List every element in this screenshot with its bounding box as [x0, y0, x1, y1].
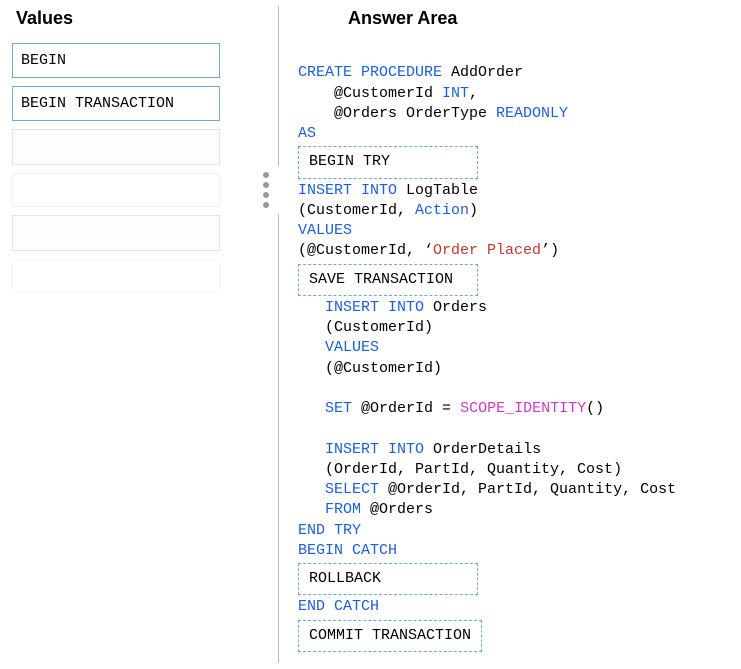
- kw-end-try: END TRY: [298, 522, 361, 539]
- drop-slot-4[interactable]: COMMIT TRANSACTION: [298, 620, 482, 652]
- kw-values-1: VALUES: [298, 222, 352, 239]
- tile-ghost-1[interactable]: [12, 173, 220, 207]
- txt-cols1a: (CustomerId,: [298, 202, 415, 219]
- kw-select: SELECT: [325, 481, 379, 498]
- tile-ghost-2[interactable]: [12, 259, 220, 293]
- str-orderplaced: Order Placed: [433, 242, 541, 259]
- txt-cols3: (OrderId, PartId, Quantity, Cost): [325, 461, 622, 478]
- txt-orderid-eq: @OrderId =: [352, 400, 460, 417]
- tile-begin[interactable]: BEGIN: [12, 43, 220, 78]
- txt-vals1a: (@CustomerId, ‘: [298, 242, 433, 259]
- kw-readonly: READONLY: [496, 105, 568, 122]
- values-column: Values BEGIN BEGIN TRANSACTION: [12, 6, 264, 663]
- fn-scope-identity: SCOPE_IDENTITY: [460, 400, 586, 417]
- txt-parens: (): [586, 400, 604, 417]
- txt-from-orders: @Orders: [361, 501, 433, 518]
- kw-end-catch: END CATCH: [298, 598, 379, 615]
- tile-empty-1[interactable]: [12, 129, 220, 165]
- txt-param2a: @Orders OrderType: [298, 105, 496, 122]
- txt-vals1c: ’): [541, 242, 559, 259]
- txt-cols2: (CustomerId): [325, 319, 433, 336]
- drop-slot-1[interactable]: BEGIN TRY: [298, 146, 478, 178]
- drop-slot-3[interactable]: ROLLBACK: [298, 563, 478, 595]
- txt-orderdetails: OrderDetails: [424, 441, 541, 458]
- kw-action: Action: [415, 202, 469, 219]
- values-header: Values: [16, 8, 264, 29]
- txt-orders: Orders: [424, 299, 487, 316]
- dot-icon: [263, 202, 269, 208]
- main-container: Values BEGIN BEGIN TRANSACTION Answer Ar…: [0, 0, 741, 669]
- kw-begin-catch: BEGIN CATCH: [298, 542, 397, 559]
- kw-into-2: INTO: [379, 299, 424, 316]
- answer-header: Answer Area: [302, 8, 735, 29]
- kw-values-2: VALUES: [325, 339, 379, 356]
- drop-slot-2[interactable]: SAVE TRANSACTION: [298, 264, 478, 296]
- txt-selectcols: @OrderId, PartId, Quantity, Cost: [379, 481, 676, 498]
- txt-addorder: AddOrder: [442, 64, 523, 81]
- txt-param1a: @CustomerId: [298, 85, 442, 102]
- tile-empty-2[interactable]: [12, 215, 220, 251]
- dot-icon: [263, 182, 269, 188]
- dot-icon: [263, 192, 269, 198]
- kw-as: AS: [298, 125, 316, 142]
- kw-int: INT: [442, 85, 469, 102]
- txt-vals2: (@CustomerId): [325, 360, 442, 377]
- divider-line-bottom: [278, 214, 279, 663]
- divider: [264, 6, 292, 663]
- code-block: CREATE PROCEDURE AddOrder @CustomerId IN…: [298, 43, 735, 654]
- tile-begin-transaction[interactable]: BEGIN TRANSACTION: [12, 86, 220, 121]
- kw-from: FROM: [325, 501, 361, 518]
- kw-insert-into-3: INSERT INTO: [325, 441, 424, 458]
- answer-column: Answer Area CREATE PROCEDURE AddOrder @C…: [292, 6, 735, 663]
- kw-insert-into-1: INSERT INTO: [298, 182, 397, 199]
- txt-logtable: LogTable: [397, 182, 478, 199]
- dot-icon: [263, 172, 269, 178]
- txt-cols1c: ): [469, 202, 478, 219]
- kw-create-procedure: CREATE PROCEDURE: [298, 64, 442, 81]
- divider-line-top: [278, 6, 279, 166]
- kw-set: SET: [325, 400, 352, 417]
- kw-insert-2: INSERT: [325, 299, 379, 316]
- txt-comma: ,: [469, 85, 478, 102]
- drag-dots[interactable]: [263, 166, 269, 214]
